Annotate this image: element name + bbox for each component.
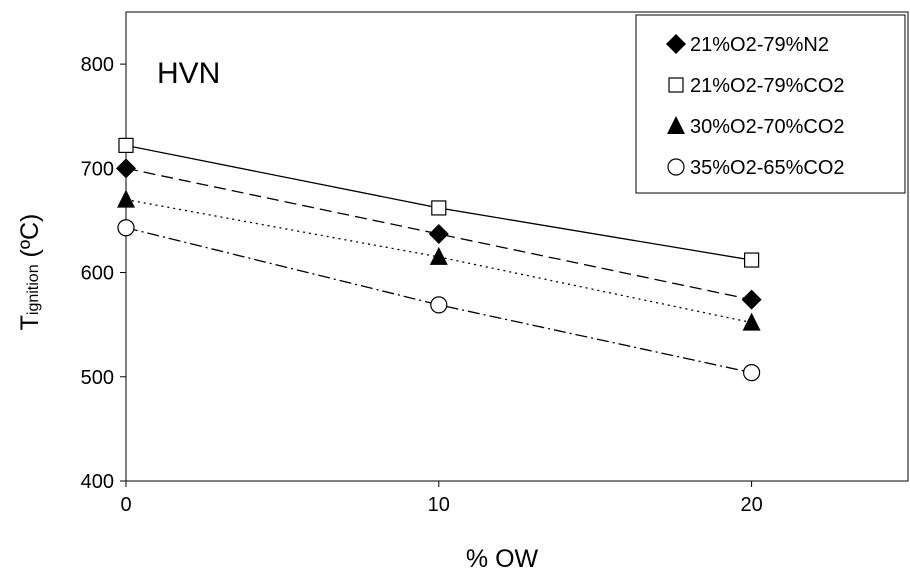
legend-label: 35%O2-65%CO2 <box>690 157 845 179</box>
data-point <box>116 158 136 179</box>
data-point <box>431 200 447 216</box>
data-point <box>117 189 135 208</box>
legend: 21%O2-79%N2 21%O2-79%CO2 30%O2-70%CO2 35%O2… <box>635 14 906 194</box>
y-tick-label: 700 <box>81 158 114 180</box>
series-line <box>125 227 752 374</box>
y-axis-title-sub: ignition <box>25 264 42 315</box>
data-point <box>117 219 135 237</box>
legend-marker <box>668 77 684 93</box>
data-point <box>742 312 761 331</box>
data-point <box>741 289 762 310</box>
series-4 <box>117 219 761 382</box>
data-point <box>428 223 449 244</box>
legend-item: 21%O2-79%N2 <box>666 34 829 56</box>
data-point <box>430 296 448 314</box>
legend-item: 21%O2-79%CO2 <box>668 75 845 97</box>
data-point <box>429 246 448 265</box>
legend-item: 35%O2-65%CO2 <box>667 157 845 179</box>
legend-marker <box>666 34 686 54</box>
series-1 <box>116 158 762 310</box>
legend-label: 30%O2-70%CO2 <box>690 116 845 138</box>
data-point <box>742 364 761 382</box>
y-tick-label: 600 <box>81 263 114 285</box>
series-layer <box>116 137 762 382</box>
plot-frame <box>125 11 909 482</box>
y-axis-title-unit: (ºC) <box>16 214 44 265</box>
data-point <box>743 252 760 268</box>
x-tick-label: 20 <box>740 494 762 516</box>
legend-item: 30%O2-70%CO2 <box>667 116 845 138</box>
x-axis-title: % OW <box>466 545 539 573</box>
y-axis-title: Tignition (ºC) <box>16 214 44 331</box>
data-point <box>118 137 134 154</box>
legend-marker <box>667 116 685 134</box>
y-tick-label: 400 <box>81 471 114 493</box>
legend-label: 21%O2-79%N2 <box>690 34 829 56</box>
legend-label: 21%O2-79%CO2 <box>690 75 845 97</box>
y-tick-label: 800 <box>81 54 114 76</box>
x-tick-label: 0 <box>120 494 131 516</box>
axes: 400 500 600 700 800 0 10 20 <box>81 11 909 516</box>
chart-annotation: HVN <box>157 57 220 90</box>
y-axis-title-main: T <box>16 315 44 330</box>
y-tick-label: 500 <box>81 367 114 389</box>
series-2 <box>118 137 760 268</box>
x-tick-label: 10 <box>428 494 450 516</box>
series-3 <box>117 189 761 331</box>
series-line <box>125 167 752 301</box>
legend-marker <box>667 158 685 176</box>
